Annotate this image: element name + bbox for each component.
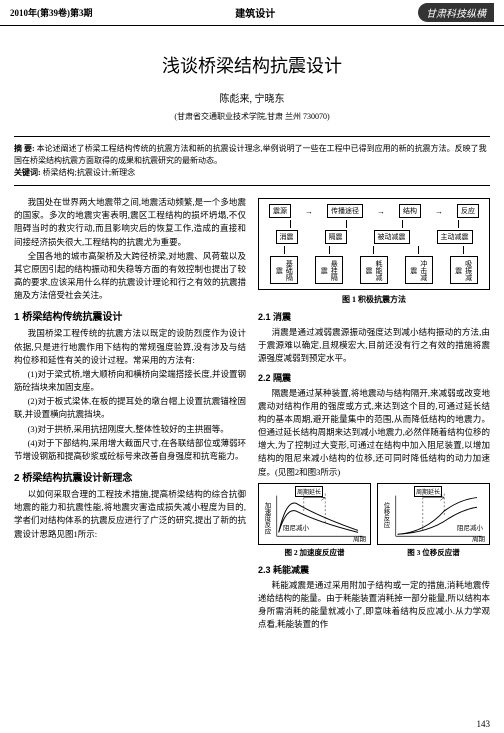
diagram-connectors bbox=[262, 220, 486, 228]
diagram-node: 被动减震 bbox=[374, 230, 410, 244]
diagram-node: 消震 bbox=[276, 230, 298, 244]
paragraph: (2)对于板式梁体,在板的提耳处的墩台帽上设置抗震锚栓固联,并设置横向抗震挡块。 bbox=[14, 395, 246, 421]
figure-1-diagram: 震源 → 传播途径 → 结构 → 反应 消震 隔震 被动减震 bbox=[258, 198, 490, 290]
diagram-node: 隔震 bbox=[325, 230, 347, 244]
chart-x-label: 周期 bbox=[472, 533, 485, 543]
category: 建筑设计 bbox=[235, 5, 275, 20]
subsection-heading: 2.1 消震 bbox=[258, 310, 490, 323]
arrow-icon: → bbox=[305, 207, 313, 216]
arrow-icon: → bbox=[377, 207, 385, 216]
figure-2-caption: 图 2 加速度反应谱 bbox=[258, 547, 371, 558]
paragraph: 消震是通过减弱震源振动强度达到减小结构振动的方法,由于震源难以确定,且规模宏大,… bbox=[258, 326, 490, 366]
page-number: 143 bbox=[477, 719, 491, 729]
diagram-node: 传播途径 bbox=[327, 204, 363, 218]
journal-name: 甘肃科技纵横 bbox=[418, 3, 494, 22]
keywords-text: 桥梁结构;抗震设计;新理念 bbox=[43, 168, 135, 177]
chart-2-wrapper: 周期延长 加速度反应 阻尼减小 周期 bbox=[258, 483, 371, 558]
connector-line bbox=[458, 220, 459, 228]
connector-line bbox=[402, 220, 403, 228]
keywords-line: 关键词: 桥梁结构;抗震设计;新理念 bbox=[14, 167, 490, 179]
paragraph: (1)对于梁式桥,增大顺桥向和横桥向梁端搭接长度,并设置钢筋砼挡块来加固支座。 bbox=[14, 368, 246, 394]
diagram-row: 基础隔震 悬挂隔震 耗能减震 冲击减震 吸振减震 bbox=[262, 256, 486, 284]
issue-info: 2010年(第39卷)第3期 bbox=[10, 6, 93, 19]
paragraph: 全国各地的城市高架桥及大跨径桥梁,对地震、风荷载以及其它原因引起的结构振动和失稳… bbox=[14, 250, 246, 303]
diagram-row: 震源 → 传播途径 → 结构 → 反应 bbox=[262, 204, 486, 218]
right-column: 震源 → 传播途径 → 结构 → 反应 消震 隔震 被动减震 bbox=[258, 196, 490, 632]
connector-line bbox=[418, 246, 419, 254]
diagram-node: 结构 bbox=[399, 204, 421, 218]
paragraph: 我国桥梁工程传统的抗震方法以既定的设防烈度作为设计依据,只是进行地震作用下结构的… bbox=[14, 327, 246, 367]
chart-2: 周期延长 加速度反应 阻尼减小 周期 bbox=[258, 483, 371, 545]
subsection-heading: 2.3 耗能减震 bbox=[258, 563, 490, 576]
connector-line bbox=[329, 246, 330, 254]
subsection-heading: 2.2 隔震 bbox=[258, 371, 490, 384]
chart-3-wrapper: 周期延长 位移反应 阻尼减小 周期 bbox=[377, 483, 490, 558]
diagram-node: 基础隔震 bbox=[270, 256, 298, 284]
keywords-label: 关键词: bbox=[14, 168, 41, 177]
section-heading: 2 桥梁结构抗震设计新理念 bbox=[14, 469, 246, 484]
article-title: 浅谈桥梁结构抗震设计 bbox=[14, 52, 490, 78]
paragraph: 耗能减震是通过采用附加子结构或一定的措施,消耗地震传递给结构的能量。由于耗能装置… bbox=[258, 579, 490, 632]
charts-row: 周期延长 加速度反应 阻尼减小 周期 bbox=[258, 483, 490, 558]
paragraph: (3)对于拱桥,采用抗扭刚度大,整体性较好的主拱圈等。 bbox=[14, 423, 246, 436]
diagram-node: 反应 bbox=[457, 204, 479, 218]
connector-line bbox=[346, 220, 347, 228]
diagram-row: 消震 隔震 被动减震 主动减震 bbox=[262, 230, 486, 244]
diagram-node: 吸振减震 bbox=[450, 256, 478, 284]
connector-line bbox=[284, 246, 285, 254]
figure-3-caption: 图 3 位移反应谱 bbox=[377, 547, 490, 558]
diagram-node: 震源 bbox=[269, 204, 291, 218]
chart-3: 周期延长 位移反应 阻尼减小 周期 bbox=[377, 483, 490, 545]
paragraph: 我国处在世界两大地震带之间,地震活动频繁,是一个多地震的国家。多次的地震灾害表明… bbox=[14, 196, 246, 249]
two-column-layout: 我国处在世界两大地震带之间,地震活动频繁,是一个多地震的国家。多次的地震灾害表明… bbox=[14, 196, 490, 632]
page-header: 2010年(第39卷)第3期 建筑设计 甘肃科技纵横 bbox=[0, 0, 504, 26]
diagram-node: 耗能减震 bbox=[360, 256, 388, 284]
chart-legend: 阻尼减小 bbox=[283, 522, 309, 532]
section-heading: 1 桥梁结构传统抗震设计 bbox=[14, 308, 246, 323]
paragraph: 以如何采取合理的工程技术措施,提高桥梁结构的综合抗御地震的能力和抗震性能,将地震… bbox=[14, 488, 246, 541]
affiliation: (甘肃省交通职业技术学院,甘肃 兰州 730070) bbox=[14, 111, 490, 122]
paragraph: 隔震是通过某种装置,将地震动与结构隔开,来减弱或改变地震动对结构作用的强度或方式… bbox=[258, 387, 490, 479]
paragraph: (4)对于下部结构,采用增大截面尺寸,在各联结部位或薄弱环节增设钢筋和提高砂浆或… bbox=[14, 437, 246, 463]
left-column: 我国处在世界两大地震带之间,地震活动频繁,是一个多地震的国家。多次的地震灾害表明… bbox=[14, 196, 246, 632]
figure-1-caption: 图 1 积极抗震方法 bbox=[258, 294, 490, 305]
chart-x-label: 周期 bbox=[353, 533, 366, 543]
diagram-node: 冲击减震 bbox=[405, 256, 433, 284]
abstract-text: 本论述阐述了桥梁工程结构传统的抗震方法和新的抗震设计理念,举例说明了一些在工程中… bbox=[14, 144, 487, 165]
abstract-box: 摘 要: 本论述阐述了桥梁工程结构传统的抗震方法和新的抗震设计理念,举例说明了一… bbox=[14, 136, 490, 186]
diagram-connectors bbox=[262, 246, 486, 254]
connector-line bbox=[463, 246, 464, 254]
authors: 陈彪来, 宁晓东 bbox=[14, 90, 490, 105]
connector-line bbox=[373, 246, 374, 254]
abstract-line: 摘 要: 本论述阐述了桥梁工程结构传统的抗震方法和新的抗震设计理念,举例说明了一… bbox=[14, 143, 490, 167]
abstract-label: 摘 要: bbox=[14, 144, 35, 153]
diagram-node: 悬挂隔震 bbox=[315, 256, 343, 284]
arrow-icon: → bbox=[435, 207, 443, 216]
main-content: 浅谈桥梁结构抗震设计 陈彪来, 宁晓东 (甘肃省交通职业技术学院,甘肃 兰州 7… bbox=[0, 26, 504, 640]
diagram-node: 主动减震 bbox=[437, 230, 473, 244]
connector-line bbox=[290, 220, 291, 228]
chart-legend: 阻尼减小 bbox=[457, 522, 483, 532]
